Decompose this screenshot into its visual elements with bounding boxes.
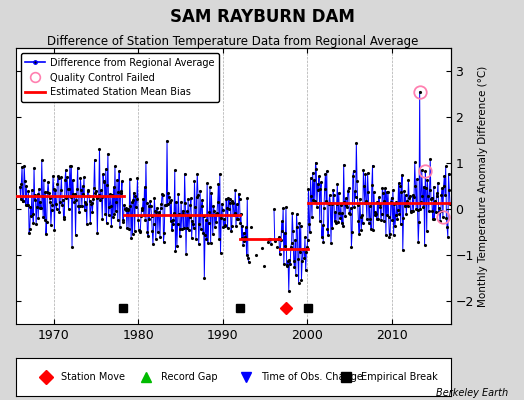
Legend: Difference from Regional Average, Quality Control Failed, Estimated Station Mean: Difference from Regional Average, Qualit… bbox=[20, 53, 219, 102]
Text: Time of Obs. Change: Time of Obs. Change bbox=[261, 372, 363, 382]
Text: Berkeley Earth: Berkeley Earth bbox=[436, 388, 508, 398]
Text: Empirical Break: Empirical Break bbox=[362, 372, 438, 382]
Y-axis label: Monthly Temperature Anomaly Difference (°C): Monthly Temperature Anomaly Difference (… bbox=[478, 65, 488, 307]
Text: Record Gap: Record Gap bbox=[161, 372, 218, 382]
Text: SAM RAYBURN DAM: SAM RAYBURN DAM bbox=[170, 8, 354, 26]
Title: Difference of Station Temperature Data from Regional Average: Difference of Station Temperature Data f… bbox=[48, 35, 419, 48]
Text: Station Move: Station Move bbox=[61, 372, 125, 382]
